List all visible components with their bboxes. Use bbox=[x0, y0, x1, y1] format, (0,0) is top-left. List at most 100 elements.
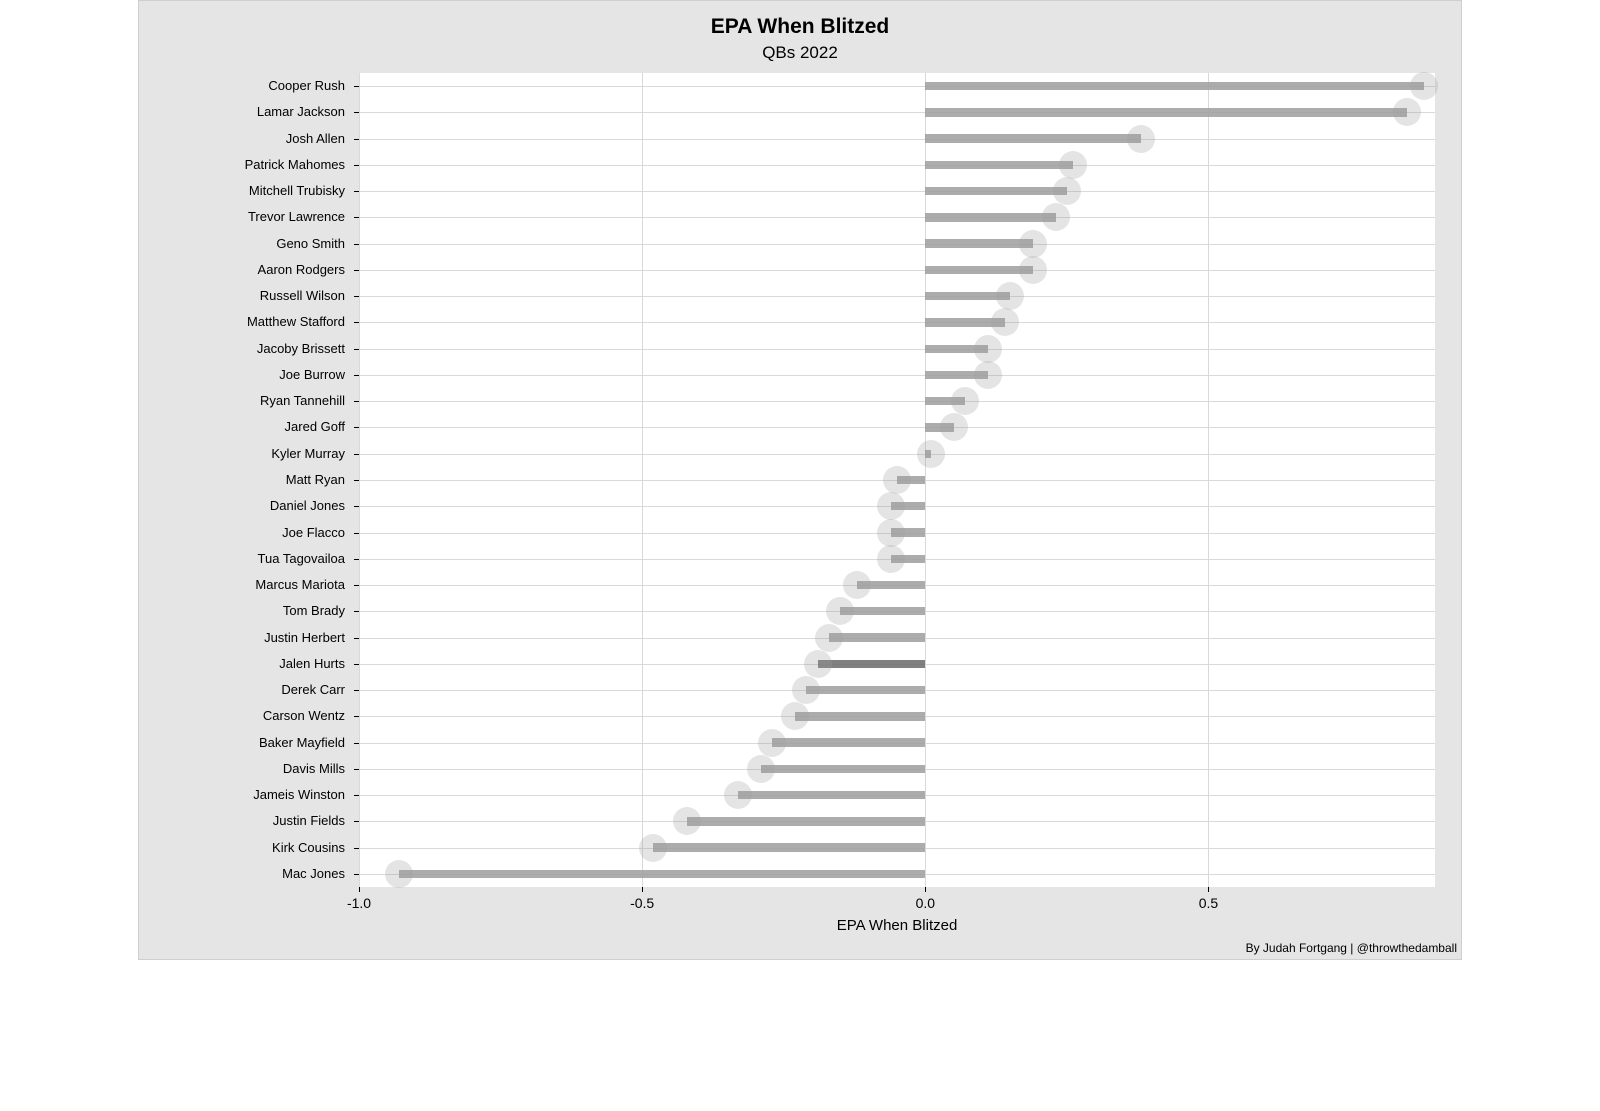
y-tick bbox=[354, 533, 359, 534]
bar bbox=[925, 213, 1055, 221]
chart-credit: By Judah Fortgang | @throwthedamball bbox=[1246, 941, 1457, 955]
bar bbox=[891, 528, 925, 536]
chart-subtitle: QBs 2022 bbox=[139, 43, 1461, 63]
y-axis-label: Carson Wentz bbox=[139, 708, 345, 723]
y-axis-label: Mitchell Trubisky bbox=[139, 183, 345, 198]
y-tick bbox=[354, 191, 359, 192]
chart-container: EPA When Blitzed QBs 2022 EPA When Blitz… bbox=[138, 0, 1462, 960]
bar bbox=[795, 712, 925, 720]
y-axis-label: Daniel Jones bbox=[139, 498, 345, 513]
bar bbox=[818, 660, 926, 668]
y-tick bbox=[354, 270, 359, 271]
bar bbox=[925, 371, 987, 379]
gridline-vertical bbox=[359, 73, 360, 887]
y-axis-label: Joe Flacco bbox=[139, 525, 345, 540]
bar bbox=[897, 476, 925, 484]
y-tick bbox=[354, 690, 359, 691]
gridline bbox=[359, 191, 1435, 192]
y-axis-label: Kyler Murray bbox=[139, 446, 345, 461]
bar bbox=[925, 108, 1406, 116]
y-tick bbox=[354, 585, 359, 586]
bar bbox=[925, 161, 1072, 169]
y-tick bbox=[354, 743, 359, 744]
gridline bbox=[359, 454, 1435, 455]
y-axis-label: Jameis Winston bbox=[139, 787, 345, 802]
y-axis-label: Russell Wilson bbox=[139, 288, 345, 303]
y-tick bbox=[354, 349, 359, 350]
bar bbox=[857, 581, 925, 589]
bar bbox=[829, 633, 925, 641]
y-axis-label: Derek Carr bbox=[139, 682, 345, 697]
y-tick bbox=[354, 480, 359, 481]
y-axis-label: Baker Mayfield bbox=[139, 735, 345, 750]
bar bbox=[738, 791, 925, 799]
bar bbox=[891, 555, 925, 563]
bar bbox=[891, 502, 925, 510]
bar bbox=[399, 870, 926, 878]
y-axis-label: Matt Ryan bbox=[139, 472, 345, 487]
x-axis-tick-label: -1.0 bbox=[347, 895, 371, 911]
y-axis-label: Patrick Mahomes bbox=[139, 157, 345, 172]
bar bbox=[925, 423, 953, 431]
gridline bbox=[359, 349, 1435, 350]
bar bbox=[687, 817, 925, 825]
x-tick bbox=[642, 887, 643, 892]
y-tick bbox=[354, 401, 359, 402]
y-tick bbox=[354, 795, 359, 796]
y-tick bbox=[354, 296, 359, 297]
bar bbox=[925, 345, 987, 353]
y-tick bbox=[354, 86, 359, 87]
y-tick bbox=[354, 375, 359, 376]
y-axis-label: Justin Fields bbox=[139, 813, 345, 828]
y-axis-label: Matthew Stafford bbox=[139, 314, 345, 329]
y-axis-label: Josh Allen bbox=[139, 131, 345, 146]
y-tick bbox=[354, 874, 359, 875]
y-tick bbox=[354, 664, 359, 665]
y-axis-label: Tom Brady bbox=[139, 603, 345, 618]
y-tick bbox=[354, 217, 359, 218]
x-tick bbox=[1208, 887, 1209, 892]
x-tick bbox=[359, 887, 360, 892]
gridline bbox=[359, 270, 1435, 271]
y-tick bbox=[354, 611, 359, 612]
bar bbox=[925, 187, 1067, 195]
y-axis-label: Cooper Rush bbox=[139, 78, 345, 93]
x-axis-tick-label: 0.0 bbox=[916, 895, 935, 911]
gridline bbox=[359, 165, 1435, 166]
y-tick bbox=[354, 638, 359, 639]
x-tick bbox=[925, 887, 926, 892]
y-tick bbox=[354, 427, 359, 428]
gridline-vertical bbox=[642, 73, 643, 887]
y-axis-label: Lamar Jackson bbox=[139, 104, 345, 119]
y-axis-label: Ryan Tannehill bbox=[139, 393, 345, 408]
gridline bbox=[359, 244, 1435, 245]
gridline bbox=[359, 375, 1435, 376]
bar bbox=[925, 134, 1140, 142]
x-axis-title: EPA When Blitzed bbox=[837, 917, 958, 934]
gridline bbox=[359, 401, 1435, 402]
y-axis-label: Joe Burrow bbox=[139, 367, 345, 382]
y-tick bbox=[354, 244, 359, 245]
gridline bbox=[359, 139, 1435, 140]
bar bbox=[653, 843, 925, 851]
y-axis-label: Davis Mills bbox=[139, 761, 345, 776]
gridline-vertical bbox=[1208, 73, 1209, 887]
y-axis-label: Marcus Mariota bbox=[139, 577, 345, 592]
bar bbox=[761, 765, 925, 773]
plot-area bbox=[359, 73, 1435, 887]
y-axis-label: Mac Jones bbox=[139, 866, 345, 881]
gridline bbox=[359, 427, 1435, 428]
x-axis-tick-label: -0.5 bbox=[630, 895, 654, 911]
bar bbox=[772, 738, 925, 746]
y-tick bbox=[354, 506, 359, 507]
y-tick bbox=[354, 769, 359, 770]
y-tick bbox=[354, 559, 359, 560]
bar bbox=[925, 318, 1004, 326]
y-axis-label: Jacoby Brissett bbox=[139, 341, 345, 356]
bar bbox=[925, 239, 1033, 247]
gridline bbox=[359, 322, 1435, 323]
y-tick bbox=[354, 848, 359, 849]
bar bbox=[925, 82, 1423, 90]
y-tick bbox=[354, 165, 359, 166]
y-tick bbox=[354, 454, 359, 455]
